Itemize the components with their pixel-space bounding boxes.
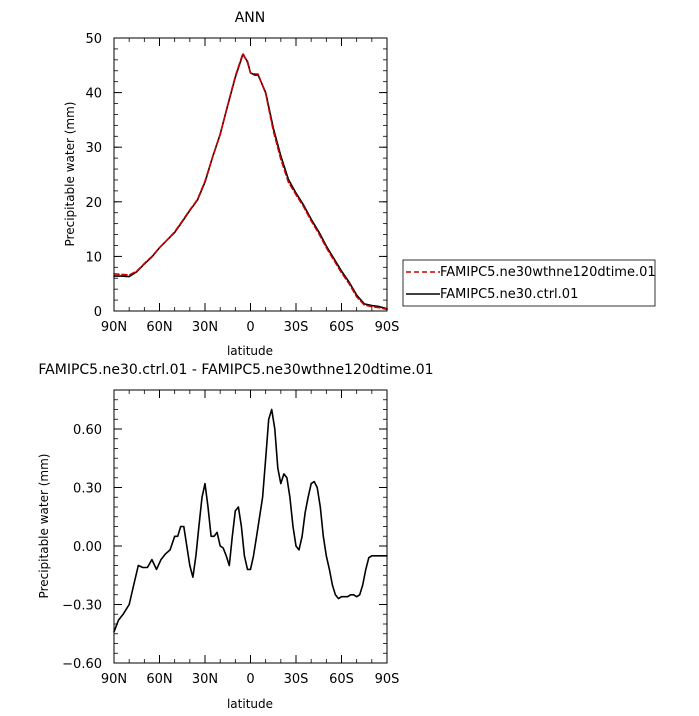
bottom-x-tick-label: 90S bbox=[375, 672, 400, 687]
top-chart-legend: FAMIPC5.ne30wthne120dtime.01 FAMIPC5.ne3… bbox=[402, 259, 656, 307]
top-x-tick-label: 90S bbox=[375, 320, 400, 335]
bottom-chart: FAMIPC5.ne30.ctrl.01 - FAMIPC5.ne30wthne… bbox=[37, 362, 434, 711]
top-y-tick-label: 0 bbox=[94, 305, 102, 320]
legend-label-2: FAMIPC5.ne30.ctrl.01 bbox=[440, 287, 578, 302]
bottom-y-tick-label: 0.00 bbox=[73, 540, 102, 555]
bottom-y-tick-label: 0.60 bbox=[73, 423, 102, 438]
bottom-chart-frame bbox=[113, 389, 388, 664]
top-chart-frame bbox=[113, 37, 388, 312]
legend-label-1: FAMIPC5.ne30wthne120dtime.01 bbox=[440, 265, 656, 280]
top-y-tick-label: 10 bbox=[85, 250, 102, 265]
bottom-y-tick-label: −0.60 bbox=[62, 657, 102, 672]
top-chart-ylabel: Precipitable water (mm) bbox=[63, 102, 77, 247]
top-chart: ANN 90N 60N 30N 0 30S 60S 90S 0 10 20 30 40 50 latit… bbox=[63, 10, 656, 358]
bottom-x-tick-label: 90N bbox=[101, 672, 127, 687]
top-chart-lines bbox=[113, 52, 388, 311]
bottom-x-tick-label: 60S bbox=[329, 672, 354, 687]
legend-box bbox=[402, 259, 656, 307]
top-chart-xlabel: latitude bbox=[227, 344, 273, 358]
top-series-line-1 bbox=[113, 53, 388, 310]
bottom-chart-xlabel: latitude bbox=[227, 697, 273, 711]
top-chart-title: ANN bbox=[235, 10, 266, 26]
top-chart-ticks: 90N 60N 30N 0 30S 60S 90S 0 10 20 30 40 50 bbox=[85, 32, 399, 335]
bottom-chart-title: FAMIPC5.ne30.ctrl.01 - FAMIPC5.ne30wthne… bbox=[38, 362, 433, 378]
bottom-chart-ylabel: Precipitable water (mm) bbox=[37, 454, 51, 599]
top-x-tick-label: 60N bbox=[146, 320, 172, 335]
bottom-x-tick-label: 30N bbox=[192, 672, 218, 687]
bottom-y-tick-label: 0.30 bbox=[73, 482, 102, 497]
top-x-tick-label: 30N bbox=[192, 320, 218, 335]
bottom-series-line-0 bbox=[113, 408, 388, 633]
bottom-chart-lines bbox=[113, 408, 388, 633]
bottom-chart-ticks: 90N 60N 30N 0 30S 60S 90S −0.60 −0.30 0.00 0.30 0.6… bbox=[62, 389, 400, 687]
top-y-tick-label: 40 bbox=[85, 87, 102, 102]
top-x-tick-label: 90N bbox=[101, 320, 127, 335]
top-series-line-0 bbox=[113, 52, 388, 311]
top-y-tick-label: 20 bbox=[85, 196, 102, 211]
top-x-tick-label: 60S bbox=[329, 320, 354, 335]
top-x-tick-label: 0 bbox=[246, 320, 254, 335]
top-x-tick-label: 30S bbox=[284, 320, 309, 335]
top-y-tick-label: 30 bbox=[85, 141, 102, 156]
bottom-y-tick-label: −0.30 bbox=[62, 599, 102, 614]
bottom-x-tick-label: 60N bbox=[146, 672, 172, 687]
bottom-x-tick-label: 0 bbox=[246, 672, 254, 687]
bottom-x-tick-label: 30S bbox=[284, 672, 309, 687]
top-y-tick-label: 50 bbox=[85, 32, 102, 47]
